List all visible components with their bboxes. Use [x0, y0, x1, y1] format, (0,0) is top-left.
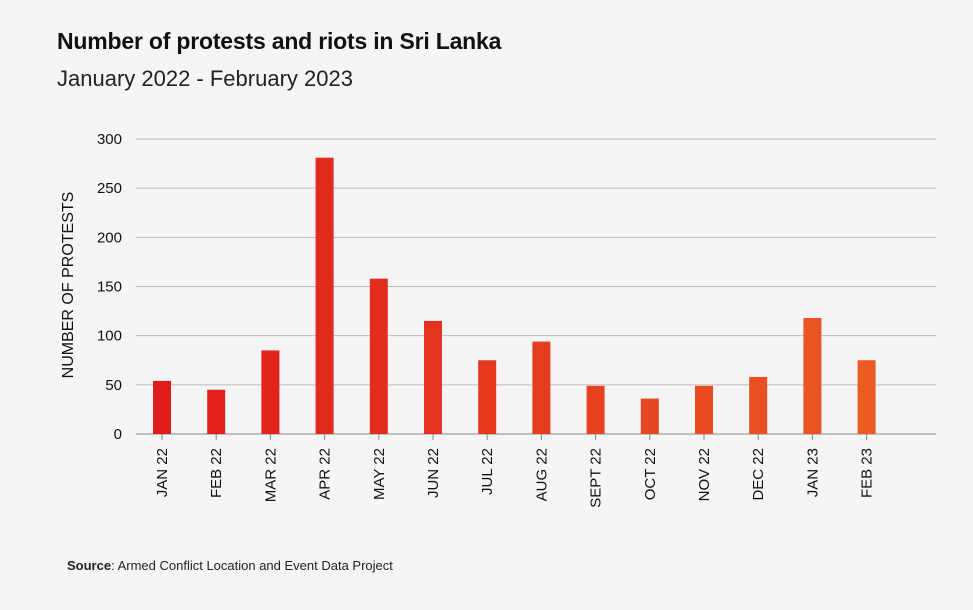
- bar-mar-22: [261, 350, 280, 434]
- x-tick-label: MAR 22: [262, 448, 279, 502]
- x-tick-label: JAN 23: [804, 448, 821, 497]
- y-tick-label: 250: [97, 180, 122, 197]
- x-tick-label: OCT 22: [642, 448, 659, 500]
- bar-chart: 0 50 100 150 200 250 300 NUMBER OF PROTESTS JAN …: [60, 131, 936, 508]
- bar-apr-22: [315, 157, 334, 434]
- chart-subtitle: January 2022 - February 2023: [57, 66, 353, 91]
- x-tick-label: NOV 22: [696, 448, 713, 501]
- x-tick-label: FEB 22: [208, 448, 225, 498]
- y-axis-label: NUMBER OF PROTESTS: [60, 192, 77, 379]
- bar-jul-22: [478, 360, 497, 434]
- y-tick-label: 200: [97, 229, 122, 246]
- bar-may-22: [369, 278, 388, 434]
- chart-title: Number of protests and riots in Sri Lank…: [57, 28, 502, 54]
- y-tick-label: 0: [114, 426, 122, 443]
- x-tick-label: AUG 22: [533, 448, 550, 501]
- x-tick-label: MAY 22: [371, 448, 388, 500]
- x-tick-label: FEB 23: [859, 448, 876, 498]
- y-tick-label: 300: [97, 131, 122, 148]
- x-tick-label: APR 22: [317, 448, 334, 500]
- y-tick-label: 100: [97, 328, 122, 345]
- x-tick-label: SEPT 22: [588, 448, 605, 508]
- y-tick-label: 150: [97, 279, 122, 296]
- bar-oct-22: [640, 398, 659, 434]
- bar-jan-23: [803, 317, 822, 434]
- y-tick-label: 50: [105, 377, 122, 394]
- bar-dec-22: [749, 376, 768, 434]
- x-tick-label: JUL 22: [479, 448, 496, 495]
- bar-aug-22: [532, 341, 551, 434]
- bar-jan-22: [153, 380, 171, 434]
- source-text: : Armed Conflict Location and Event Data…: [111, 558, 393, 573]
- source-label: Source: [67, 558, 112, 573]
- bar-nov-22: [695, 385, 713, 434]
- source-note: Source: Armed Conflict Location and Even…: [67, 558, 393, 573]
- x-tick-label: JUN 22: [425, 448, 442, 498]
- x-tick-label: DEC 22: [750, 448, 767, 501]
- x-tick-label: JAN 22: [154, 448, 171, 497]
- bar-feb-23: [857, 360, 876, 434]
- bar-jun-22: [424, 320, 442, 434]
- bar-sept-22: [586, 385, 605, 434]
- bar-feb-22: [207, 389, 226, 434]
